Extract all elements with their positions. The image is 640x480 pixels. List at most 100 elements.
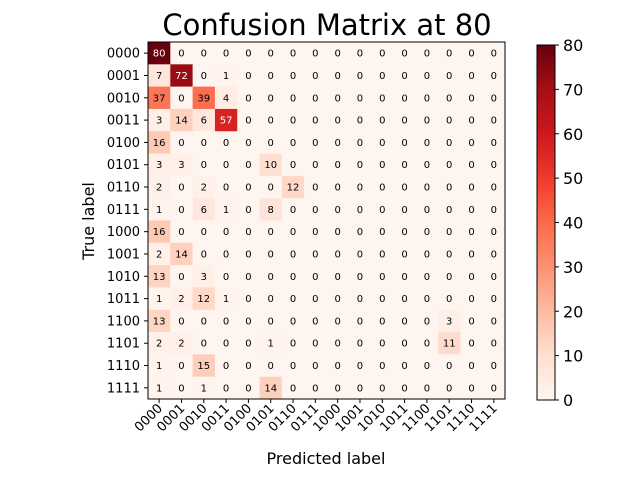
heatmap-cell [281, 242, 305, 266]
heatmap-cell [326, 86, 350, 110]
heatmap-cell [192, 198, 216, 221]
heatmap-cell [371, 198, 394, 221]
heatmap-cell [237, 153, 260, 177]
heatmap-cell [281, 287, 305, 311]
cell-value-label: 0 [357, 361, 363, 372]
y-tick-label: 0110 [107, 181, 140, 196]
cell-value-label: 0 [290, 316, 296, 327]
heatmap-cell [192, 332, 216, 355]
cell-value-label: 0 [491, 361, 497, 372]
y-tick-label: 1111 [107, 381, 140, 396]
heatmap-cell [415, 376, 439, 400]
heatmap-cell [460, 175, 483, 199]
cell-value-label: 0 [424, 316, 430, 327]
cell-value-label: 0 [491, 160, 497, 171]
heatmap-cell [460, 309, 483, 333]
cell-value-label: 0 [223, 316, 229, 327]
heatmap-cell [393, 332, 417, 355]
cell-value-label: 15 [197, 361, 210, 372]
heatmap-cell [281, 332, 305, 355]
heatmap-cell [170, 175, 193, 199]
heatmap-cell [326, 153, 350, 177]
heatmap-cell [482, 153, 506, 177]
heatmap-cell [438, 220, 461, 244]
heatmap-cell [438, 131, 461, 154]
cell-value-label: 0 [312, 138, 318, 149]
heatmap-cell [148, 220, 171, 244]
heatmap-cell [348, 309, 372, 333]
cell-value-label: 0 [379, 316, 385, 327]
cell-value-label: 0 [334, 227, 340, 238]
cell-value-label: 0 [334, 339, 340, 350]
heatmap-cell [326, 332, 350, 355]
cell-value-label: 0 [491, 71, 497, 82]
cell-value-label: 16 [153, 138, 166, 149]
heatmap-cell [438, 153, 461, 177]
cell-value-label: 0 [357, 183, 363, 194]
heatmap-cell [348, 332, 372, 355]
cell-value-label: 0 [290, 294, 296, 305]
heatmap-cell [393, 86, 417, 110]
heatmap-cell [170, 354, 193, 377]
heatmap-cell [304, 64, 327, 87]
heatmap-cell [304, 108, 327, 132]
cell-value-label: 0 [223, 249, 229, 260]
heatmap-cell [170, 242, 193, 266]
cell-value-label: 0 [424, 339, 430, 350]
cell-value-label: 0 [268, 183, 274, 194]
heatmap-cell [214, 242, 238, 266]
cell-value-label: 0 [357, 160, 363, 171]
heatmap-cell [482, 42, 506, 65]
heatmap-cell [237, 354, 260, 377]
heatmap-cell [259, 220, 283, 244]
cell-value-label: 0 [491, 93, 497, 104]
cell-value-label: 0 [379, 71, 385, 82]
cell-value-label: 0 [245, 383, 251, 394]
heatmap-cell [438, 287, 461, 311]
cell-value-label: 14 [264, 383, 277, 394]
heatmap-cell [326, 42, 350, 65]
cell-value-label: 0 [290, 205, 296, 216]
heatmap-cell [326, 64, 350, 87]
cell-value-label: 0 [334, 294, 340, 305]
cell-value-label: 0 [379, 272, 385, 283]
heatmap-frame [147, 41, 506, 400]
cell-value-label: 0 [424, 183, 430, 194]
heatmap-cell [214, 332, 238, 355]
cell-value-label: 0 [290, 361, 296, 372]
cell-value-label: 0 [424, 227, 430, 238]
heatmap-cell [460, 131, 483, 154]
heatmap-cell [393, 242, 417, 266]
cell-value-label: 0 [178, 227, 184, 238]
cell-value-label: 0 [446, 294, 452, 305]
cell-value-label: 0 [201, 71, 207, 82]
heatmap-cell [326, 175, 350, 199]
cell-value-label: 16 [153, 227, 166, 238]
heatmap-cell [326, 220, 350, 244]
heatmap-cell [393, 376, 417, 400]
heatmap-cell [371, 332, 394, 355]
cell-value-label: 0 [312, 183, 318, 194]
cell-value-label: 0 [401, 227, 407, 238]
cell-value-label: 12 [287, 183, 300, 194]
heatmap-cell [259, 287, 283, 311]
cell-value-label: 0 [290, 227, 296, 238]
heatmap-cell [259, 42, 283, 65]
heatmap-cell [148, 242, 171, 266]
cell-value-label: 0 [401, 71, 407, 82]
cell-value-label: 0 [290, 272, 296, 283]
cell-value-label: 0 [178, 272, 184, 283]
heatmap-cell [237, 42, 260, 65]
heatmap-cell [438, 354, 461, 377]
cell-value-label: 0 [245, 294, 251, 305]
heatmap-cell [460, 198, 483, 221]
cell-value-label: 0 [468, 116, 474, 127]
cell-value-label: 0 [268, 71, 274, 82]
cell-value-label: 0 [290, 383, 296, 394]
cell-value-label: 0 [312, 160, 318, 171]
cell-value-label: 0 [334, 383, 340, 394]
heatmap-cell [460, 108, 483, 132]
cell-value-label: 0 [178, 93, 184, 104]
cell-value-label: 0 [357, 294, 363, 305]
heatmap-cell [237, 64, 260, 87]
